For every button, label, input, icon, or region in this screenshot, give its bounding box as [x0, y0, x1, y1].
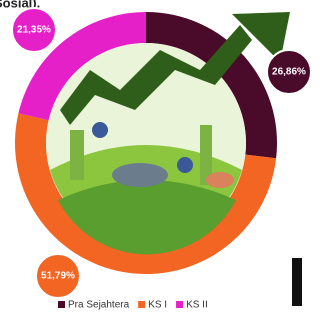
- legend-swatch: [58, 301, 65, 308]
- legend-swatch: [138, 301, 145, 308]
- page: Sosial). 26,86%51,79%21,35% Pra Sejahter…: [0, 0, 320, 312]
- legend-label: KS I: [148, 300, 167, 311]
- value-label: 21,35%: [17, 25, 51, 36]
- legend-label: Pra Sejahtera: [68, 300, 130, 311]
- legend: Pra Sejahtera KS I KS II: [58, 300, 208, 311]
- legend-label: KS II: [186, 300, 208, 311]
- chart: Sosial). 26,86%51,79%21,35% Pra Sejahter…: [0, 0, 312, 312]
- value-label: 51,79%: [41, 271, 75, 282]
- decor-bar: [292, 258, 302, 306]
- value-label: 26,86%: [272, 67, 306, 78]
- legend-swatch: [176, 301, 183, 308]
